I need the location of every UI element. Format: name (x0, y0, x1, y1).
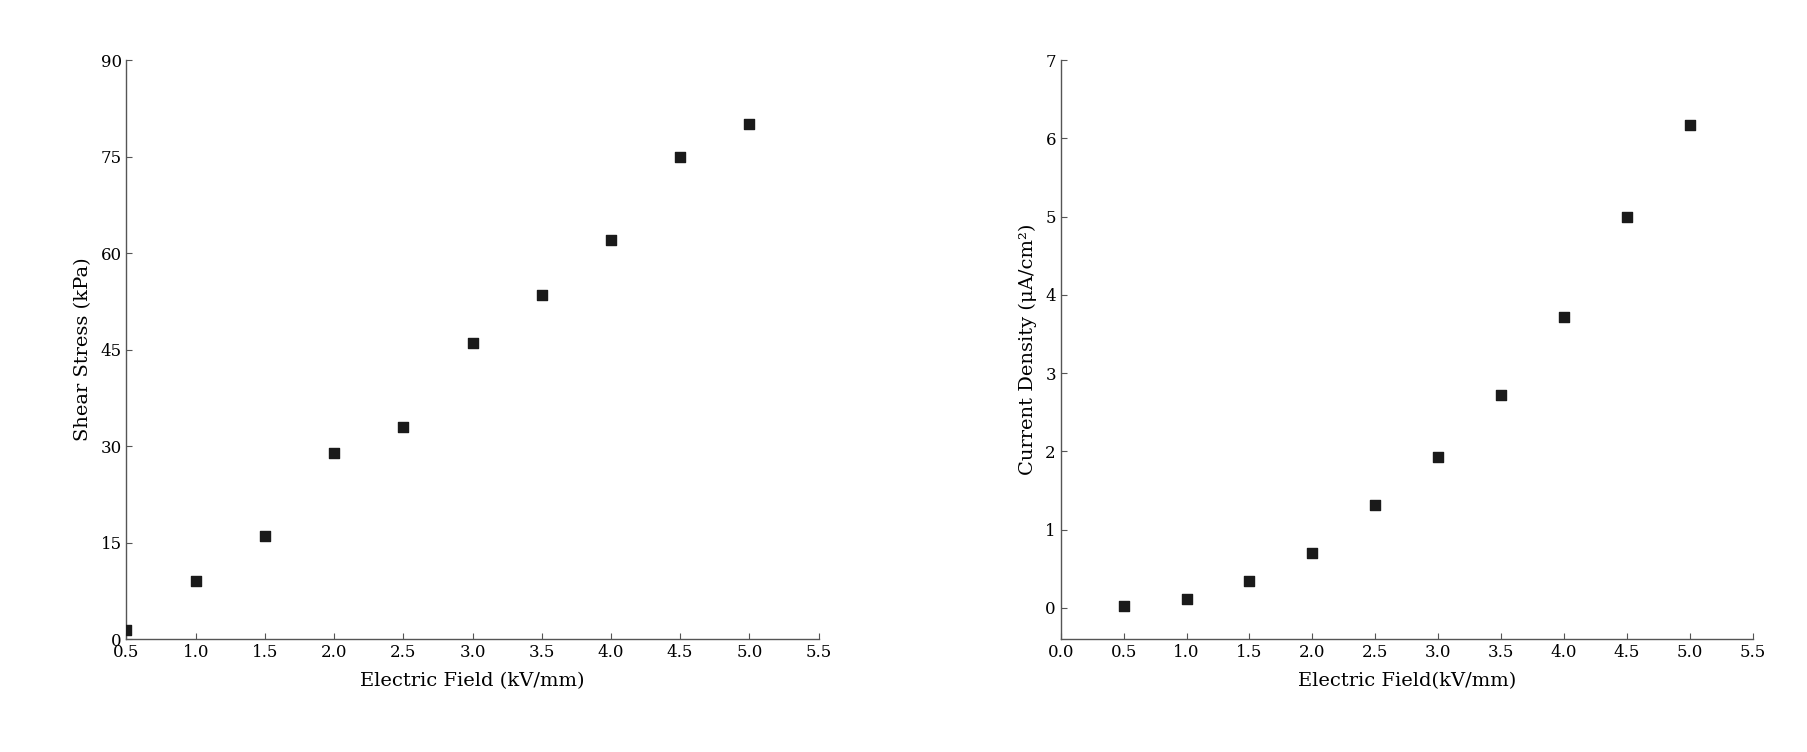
Y-axis label: Current Density (μA/cm²): Current Density (μA/cm²) (1019, 224, 1037, 475)
Point (389, 421, 417, 433)
Point (112, 623, 141, 635)
Point (1173, 593, 1202, 605)
Point (596, 235, 625, 247)
X-axis label: Electric Field(kV/mm): Electric Field(kV/mm) (1297, 672, 1516, 690)
Point (1550, 311, 1579, 323)
Y-axis label: Shear Stress (kPa): Shear Stress (kPa) (74, 258, 92, 441)
Point (181, 575, 210, 587)
Point (251, 530, 280, 542)
Point (1675, 119, 1704, 131)
Point (457, 337, 486, 349)
Point (320, 447, 349, 459)
Point (1612, 211, 1641, 223)
Point (1234, 575, 1263, 587)
Point (735, 119, 764, 131)
Point (665, 150, 694, 162)
Point (1487, 389, 1516, 401)
Point (1297, 547, 1326, 559)
Point (1361, 499, 1390, 511)
X-axis label: Electric Field (kV/mm): Electric Field (kV/mm) (360, 672, 585, 690)
Point (528, 289, 557, 301)
Point (1109, 600, 1138, 612)
Point (1424, 451, 1453, 463)
